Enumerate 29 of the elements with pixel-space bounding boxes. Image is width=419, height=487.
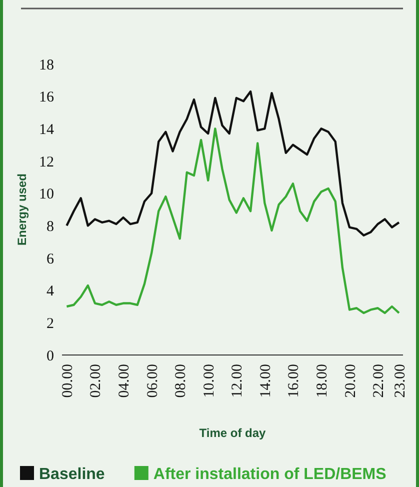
y-tick-label: 8 [46, 218, 54, 235]
x-tick-label: 23.00 [392, 364, 408, 398]
x-tick-label: 18.00 [314, 364, 330, 398]
y-tick-label: 0 [46, 348, 54, 364]
line-series [66, 90, 400, 236]
x-tick-label: 20.00 [342, 364, 359, 398]
x-tick-label: 22.00 [371, 364, 388, 398]
x-tick-label: 04.00 [116, 364, 133, 398]
x-tick-label: 02.00 [88, 364, 104, 398]
line-series [66, 128, 400, 314]
x-tick-label: 14.00 [258, 364, 274, 398]
x-axis-title: Time of day [199, 426, 266, 440]
legend-label: Baseline [39, 466, 105, 483]
y-tick-label: 6 [46, 251, 54, 268]
y-tick-label: 18 [39, 57, 54, 74]
x-tick-label: 00.00 [60, 364, 76, 398]
x-tick-label: 06.00 [144, 364, 161, 398]
y-tick-label: 16 [39, 90, 54, 106]
x-tick-label: 16.00 [286, 364, 302, 398]
y-axis-title: Energy used [15, 173, 29, 246]
x-tick-label: 10.00 [201, 364, 218, 398]
y-tick-label: 4 [46, 284, 54, 300]
y-tick-label: 14 [39, 122, 54, 138]
legend-label: After installation of LED/BEMS [153, 466, 387, 483]
x-tick-label: 12.00 [230, 364, 246, 398]
x-tick-label: 08.00 [173, 364, 190, 398]
y-tick-label: 10 [39, 186, 54, 203]
y-tick-label: 12 [39, 154, 54, 170]
y-tick-label: 2 [46, 316, 54, 332]
